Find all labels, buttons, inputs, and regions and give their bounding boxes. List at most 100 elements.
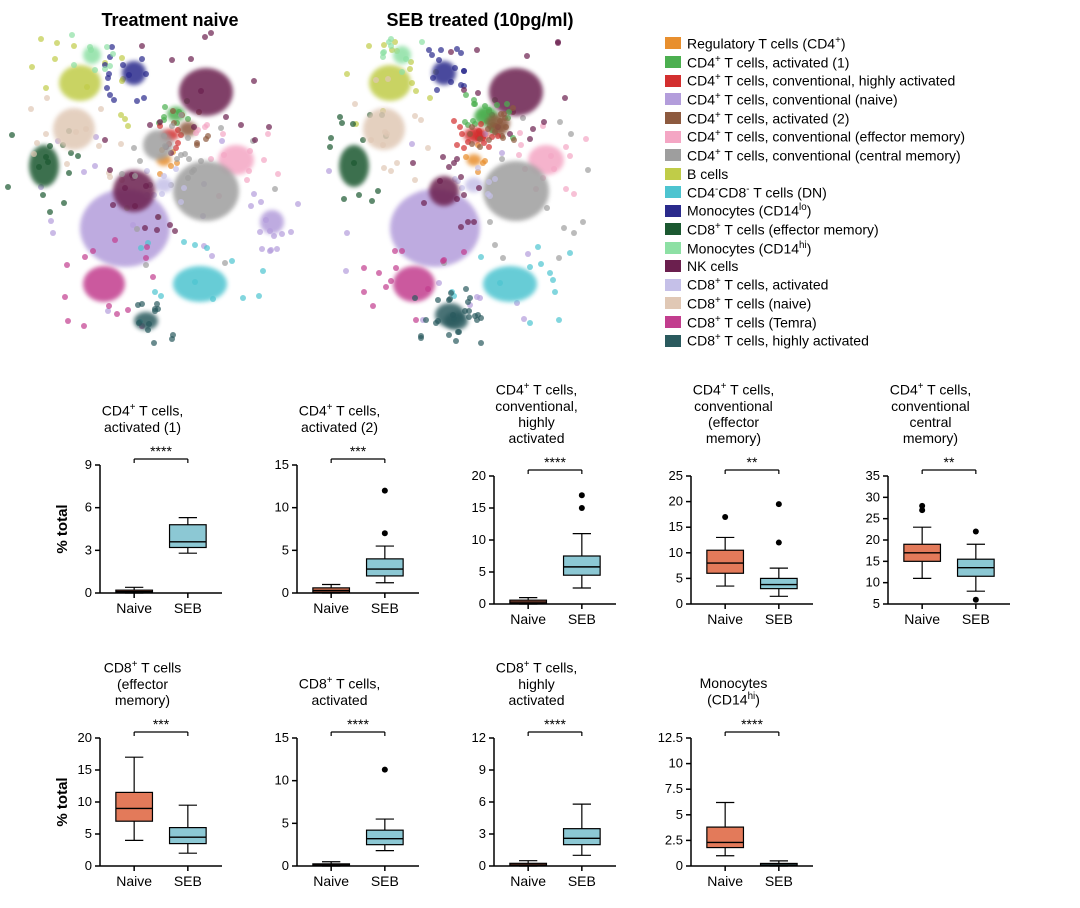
legend-row: CD4+ T cells, conventional, highly activ… [665,72,1060,89]
legend-label: CD4+ T cells, conventional (naive) [687,91,898,108]
svg-text:Naive: Naive [313,600,349,616]
boxplot-title: CD4+ T cells,conventionalcentralmemory) [843,381,1018,446]
legend-row: CD4+ T cells, conventional (naive) [665,91,1060,108]
svg-text:0: 0 [479,858,486,873]
svg-text:9: 9 [479,762,486,777]
top-row: Treatment naive SEB treated (10pg/ml) Re… [20,10,1060,351]
boxplot-title: CD8+ T cells,highlyactivated [449,654,624,708]
boxplot: CD4+ T cells,activated (1)0369% totalNai… [55,381,230,636]
svg-text:Naive: Naive [510,873,546,889]
boxplot-title: CD4+ T cells,conventional(effectormemory… [646,381,821,446]
tsne-title-seb: SEB treated (10pg/ml) [330,10,630,31]
figure-container: Treatment naive SEB treated (10pg/ml) Re… [0,0,1080,908]
svg-text:20: 20 [866,532,880,547]
svg-text:****: **** [544,716,566,732]
svg-text:10: 10 [472,532,486,547]
svg-text:10: 10 [78,794,92,809]
boxplot-svg: 05101520% totalNaiveSEB*** [55,708,230,898]
tsne-panel-naive: Treatment naive [20,10,320,351]
legend-row: Monocytes (CD14hi) [665,240,1060,257]
legend-label: NK cells [687,258,738,274]
svg-text:12.5: 12.5 [658,730,683,745]
boxplot-svg: 051015NaiveSEB*** [252,435,427,625]
legend-row: CD4+ T cells, activated (2) [665,110,1060,127]
legend-row: CD8+ T cells, activated [665,276,1060,293]
boxplot-svg: 0369% totalNaiveSEB**** [55,435,230,625]
legend-swatch [665,260,681,272]
svg-text:20: 20 [78,730,92,745]
svg-text:Naive: Naive [313,873,349,889]
svg-text:0: 0 [676,596,683,611]
legend-swatch [665,186,681,198]
tsne-pair: Treatment naive SEB treated (10pg/ml) [20,10,630,351]
legend-row: CD4+ T cells, conventional (central memo… [665,147,1060,164]
legend-label: CD8+ T cells, highly activated [687,332,869,349]
legend-label: CD4+ T cells, conventional (central memo… [687,147,961,164]
svg-text:5: 5 [873,596,880,611]
legend-label: CD8+ T cells (Temra) [687,314,817,331]
legend-swatch [665,279,681,291]
svg-text:****: **** [347,716,369,732]
svg-text:5: 5 [282,815,289,830]
boxplot: CD8+ T cells,highlyactivated036912NaiveS… [449,654,624,898]
svg-text:3: 3 [85,542,92,557]
svg-text:10: 10 [275,773,289,788]
svg-text:5: 5 [85,826,92,841]
boxplot-grid: CD4+ T cells,activated (1) 0 3 6 9 % total Nai… [20,381,1060,898]
legend-row: CD4-CD8- T cells (DN) [665,184,1060,201]
svg-text:15: 15 [472,500,486,515]
svg-text:Naive: Naive [116,600,152,616]
boxplot-svg: 02.557.51012.5NaiveSEB**** [646,708,821,898]
boxplot-svg: 5101520253035NaiveSEB** [843,446,1018,636]
tsne-cluster [483,266,537,302]
svg-text:Naive: Naive [116,873,152,889]
svg-text:SEB: SEB [568,611,596,627]
svg-text:****: **** [741,716,763,732]
svg-text:Naive: Naive [904,611,940,627]
legend-row: CD8+ T cells (Temra) [665,314,1060,331]
legend-swatch [665,168,681,180]
legend-label: Regulatory T cells (CD4+) [687,35,846,52]
legend-row: CD4+ T cells, activated (1) [665,54,1060,71]
svg-text:10: 10 [275,500,289,515]
legend-row: Monocytes (CD14lo) [665,202,1060,219]
tsne-cluster [83,266,125,302]
legend-swatch [665,335,681,347]
legend-label: CD4+ T cells, activated (2) [687,110,849,127]
tsne-cluster [155,177,173,192]
svg-text:6: 6 [85,500,92,515]
legend-label: CD8+ T cells (naive) [687,295,811,312]
svg-text:SEB: SEB [765,611,793,627]
tsne-panel-seb: SEB treated (10pg/ml) [330,10,630,351]
svg-text:15: 15 [275,730,289,745]
boxplot-title: CD8+ T cells(effectormemory) [55,654,230,708]
boxplot-title: CD4+ T cells,activated (1) [55,381,230,435]
legend-label: B cells [687,166,728,182]
svg-text:****: **** [150,443,172,459]
svg-text:Naive: Naive [510,611,546,627]
boxplot-title: CD8+ T cells,activated [252,654,427,708]
svg-text:30: 30 [866,489,880,504]
svg-text:SEB: SEB [962,611,990,627]
boxplot: CD4+ T cells,conventional(effectormemory… [646,381,821,636]
boxplot-title: Monocytes(CD14hi) [646,654,821,708]
legend-label: CD8+ T cells (effector memory) [687,221,879,238]
legend-label: CD4+ T cells, conventional, highly activ… [687,72,955,89]
tsne-plot-naive [20,36,320,346]
svg-text:SEB: SEB [371,600,399,616]
tsne-cluster [143,130,173,160]
svg-text:35: 35 [866,468,880,483]
svg-text:15: 15 [275,457,289,472]
svg-text:0: 0 [85,585,92,600]
svg-text:0: 0 [85,858,92,873]
svg-text:SEB: SEB [371,873,399,889]
svg-text:25: 25 [866,511,880,526]
legend-row: B cells [665,166,1060,182]
legend-swatch [665,112,681,124]
svg-text:***: *** [350,443,367,459]
boxplot-title: CD4+ T cells,conventional,highlyactivate… [449,381,624,446]
svg-text:25: 25 [669,468,683,483]
svg-text:15: 15 [866,553,880,568]
svg-text:% total: % total [55,777,71,826]
svg-text:5: 5 [479,564,486,579]
